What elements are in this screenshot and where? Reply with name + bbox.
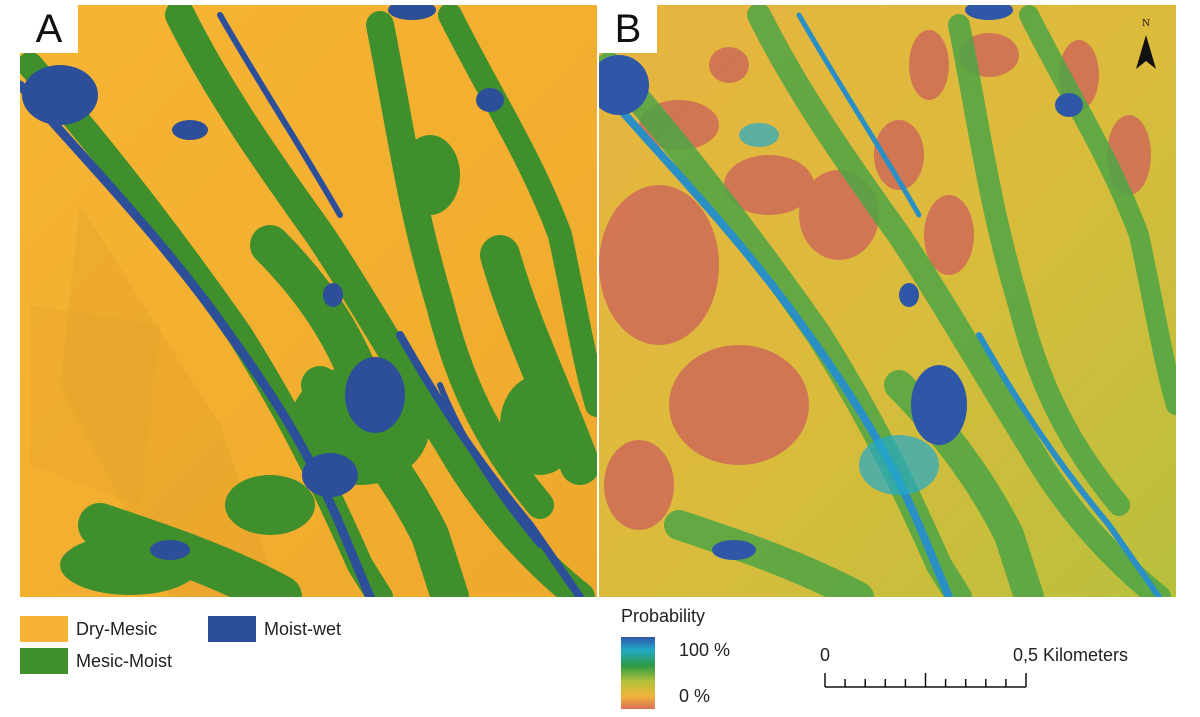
legend-item-dry-mesic: Dry-Mesic [20, 616, 200, 644]
map-panel-b: B N [599, 5, 1176, 597]
scale-bar-graphic [824, 673, 1027, 688]
scale-start-label: 0 [820, 645, 831, 665]
legend-item-mesic-moist: Mesic-Moist [20, 648, 200, 676]
scale-end-label: 0,5 Kilometers [1013, 645, 1129, 665]
legend-swatch-moist-wet [208, 616, 256, 642]
panel-letter-a: A [20, 5, 78, 53]
scale-bar: 0 0,5 Kilometers [820, 645, 1160, 695]
north-label: N [1142, 19, 1150, 29]
legend-swatch-dry-mesic [20, 616, 68, 642]
probability-map [599, 5, 1176, 597]
legend-label-mesic-moist: Mesic-Moist [76, 651, 173, 671]
legend-label-moist-wet: Moist-wet [264, 619, 342, 639]
probability-min-label: 0 % [679, 686, 711, 706]
legend-label-dry-mesic: Dry-Mesic [76, 619, 157, 639]
north-arrow-icon [1136, 35, 1156, 69]
map-panel-a: A [20, 5, 597, 597]
panel-letter-b: B [599, 5, 657, 53]
legend-item-moist-wet: Moist-wet [208, 616, 388, 644]
probability-max-label: 100 % [679, 640, 731, 660]
classified-moisture-map [20, 5, 597, 597]
probability-color-ramp [621, 637, 655, 709]
probability-legend-title: Probability [621, 606, 706, 626]
north-arrow: N [1134, 19, 1158, 79]
legend-swatch-mesic-moist [20, 648, 68, 674]
